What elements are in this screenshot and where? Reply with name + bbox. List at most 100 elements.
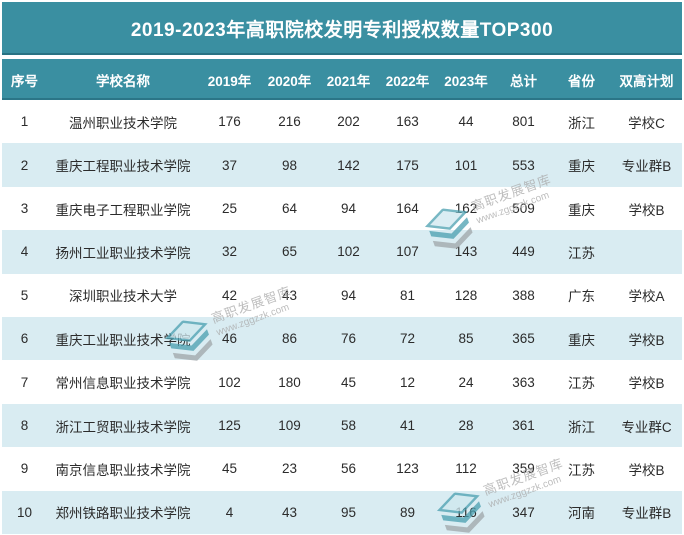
column-header: 2021年 [326,73,371,89]
table-row: 1 温州职业技术学院 176 216 202 163 44 801 浙江 学校C [2,100,682,144]
cell: 8 [20,418,29,434]
cell: 45 [340,374,357,390]
cell: 388 [512,287,535,303]
column-header: 2023年 [444,73,488,89]
cell: 江苏 [568,376,595,392]
cell: 125 [218,418,241,434]
cell: 449 [512,244,535,260]
cell: 24 [458,374,474,390]
cell: 361 [512,418,535,434]
column-header: 序号 [11,73,38,89]
cell: 学校B [628,462,665,478]
cell: 46 [221,331,238,347]
table-row: 7 常州信息职业技术学院 102 180 45 12 24 363 江苏 学校B [2,360,682,404]
cell: 浙江 [568,419,595,435]
table-row: 6 重庆工业职业技术学院 46 86 76 72 85 365 重庆 学校B [2,317,682,361]
cell: 25 [221,201,238,217]
cell: 85 [458,331,474,347]
cell: 43 [281,504,298,520]
cell: 23 [281,461,298,477]
cell: 347 [512,504,535,520]
cell: 37 [221,157,238,173]
cell: 176 [218,114,241,130]
cell: 江苏 [568,462,595,478]
cell: 64 [281,201,298,217]
cell: 浙江 [568,115,595,131]
cell: 重庆工业职业技术学院 [55,332,191,348]
cell: 专业群B [621,506,672,522]
cell: 重庆 [568,332,595,348]
cell: 175 [396,157,419,173]
cell: 163 [396,114,419,130]
cell: 扬州工业职业技术学院 [55,245,191,261]
cell: 32 [221,244,238,260]
table-row: 3 重庆电子工程职业学院 25 64 94 164 162 509 重庆 学校B [2,186,682,231]
table-row: 9 南京信息职业技术学院 45 23 56 123 112 359 江苏 学校B [2,447,682,491]
cell: 学校B [628,332,665,348]
cell: 学校B [628,376,665,392]
cell: 56 [340,461,357,477]
cell: 216 [278,114,301,130]
column-header: 学校名称 [96,73,150,89]
cell: 65 [281,244,298,260]
cell: 1 [20,114,29,130]
cell: 142 [337,157,360,173]
cell: 164 [396,201,419,217]
cell: 41 [399,418,416,434]
cell: 98 [281,157,298,173]
cell: 郑州铁路职业技术学院 [55,506,191,522]
cell: 76 [340,331,357,347]
cell: 86 [281,331,298,347]
column-header: 双高计划 [619,73,674,89]
cell: 128 [454,287,478,303]
column-header: 2019年 [207,73,252,89]
table-row: 2 重庆工程职业技术学院 37 98 142 175 101 553 重庆 专业群B [2,143,682,187]
cell: 107 [396,244,419,260]
cell: 363 [512,374,535,390]
cell: 359 [512,461,535,477]
cell: 10 [16,504,33,520]
cell: 6 [20,331,29,347]
cell: 重庆电子工程职业学院 [55,202,191,218]
cell: 109 [278,418,301,434]
cell: 202 [337,114,360,130]
cell: 重庆 [568,202,595,218]
cell: 102 [218,374,241,390]
cell: 浙江工贸职业技术学院 [55,419,191,435]
cell: 12 [399,374,416,390]
cell: 72 [399,331,416,347]
cell: 7 [20,374,29,390]
title-text: 2019-2023年高职院校发明专利授权数量TOP300 [130,20,554,41]
cell: 学校A [628,289,665,305]
cell: 广东 [568,289,595,305]
cell: 5 [20,287,29,303]
cell: 94 [340,201,357,217]
cell: 112 [455,461,477,477]
cell: 专业群B [621,159,672,175]
cell: 116 [455,504,477,520]
cell: 123 [396,461,419,477]
cell: 4 [225,504,234,520]
cell: 42 [221,287,238,303]
table-header-row: 序号 学校名称 2019年 2020年 2021年 2022年 2023年 总计 省份 双高计划 [2,59,682,100]
cell: 94 [340,287,357,303]
cell: 江苏 [568,245,595,261]
cell: 44 [458,114,474,130]
cell: 专业群C [621,419,672,435]
cell: 3 [20,201,29,217]
cell: 180 [278,374,301,390]
cell: 重庆工程职业技术学院 [55,159,191,175]
cell: 学校B [628,202,665,218]
cell: 4 [20,244,29,260]
cell: 9 [20,461,29,477]
cell: 28 [458,418,474,434]
cell: 101 [454,157,478,173]
cell: 深圳职业技术大学 [69,289,177,305]
table-row: 5 深圳职业技术大学 42 43 94 81 128 388 广东 学校A [2,273,682,318]
title-header-divider [2,55,682,59]
column-header: 省份 [568,73,595,89]
cell: 45 [221,461,238,477]
cell: 81 [399,287,416,303]
table-row: 8 浙江工贸职业技术学院 125 109 58 41 28 361 浙江 专业群C [2,403,682,448]
